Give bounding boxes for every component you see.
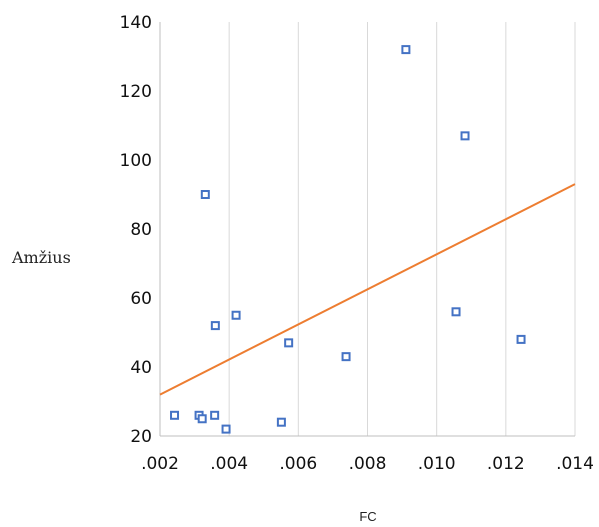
x-tick-label: .002: [141, 454, 179, 474]
scatter-point: [401, 45, 411, 55]
trendline: [159, 183, 576, 396]
scatter-point: [341, 352, 351, 362]
x-axis-label: FC: [359, 509, 376, 524]
scatter-point: [451, 307, 461, 317]
y-tick-label: 60: [130, 289, 152, 309]
x-tick-label: .004: [210, 454, 248, 474]
scatter-point: [200, 190, 210, 199]
scatter-point: [210, 410, 220, 420]
y-tick-label: 20: [130, 427, 152, 447]
scatter-point: [221, 424, 231, 434]
y-tick-label: 80: [130, 220, 152, 240]
x-tick-label: .014: [556, 454, 594, 474]
y-axis-label: Amžius: [11, 248, 71, 267]
tick-labels: 20 40 60 80 100 120 140 .002 .004 .006 .008 .010 .01…: [120, 13, 594, 474]
scatter-point: [284, 338, 294, 348]
y-tick-label: 100: [120, 151, 152, 171]
y-tick-label: 140: [120, 13, 152, 33]
x-tick-label: .006: [279, 454, 317, 474]
data-points: [170, 45, 526, 434]
scatter-point: [197, 414, 207, 424]
scatter-point: [210, 321, 220, 331]
scatter-point: [276, 417, 286, 427]
grid-lines: [228, 22, 576, 436]
y-tick-label: 40: [130, 358, 152, 378]
x-tick-label: .010: [418, 454, 456, 474]
scatter-point: [516, 334, 526, 344]
scatter-point: [170, 410, 180, 420]
x-tick-label: .012: [487, 454, 525, 474]
x-tick-label: .008: [349, 454, 387, 474]
scatter-point: [460, 131, 470, 141]
scatter-point: [231, 310, 241, 320]
axes: [159, 22, 575, 437]
y-tick-label: 120: [120, 82, 152, 102]
trendline-layer: [159, 183, 576, 396]
